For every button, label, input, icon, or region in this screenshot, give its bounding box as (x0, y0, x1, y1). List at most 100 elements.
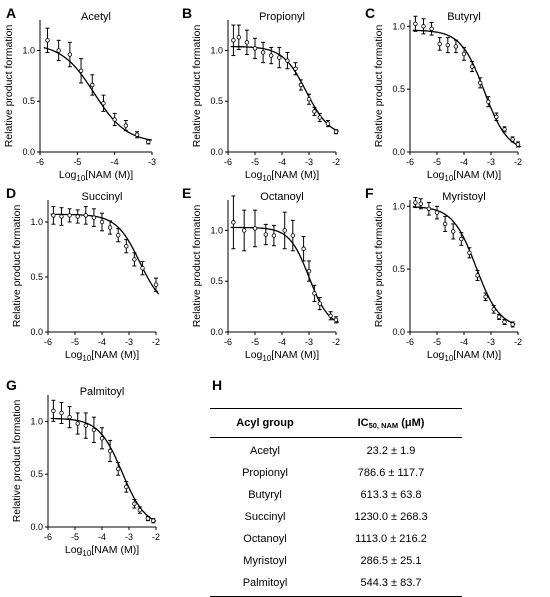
data-point (132, 257, 137, 262)
ic50-cell: 23.2 ± 1.9 (366, 445, 416, 457)
y-tick-label: 0.0 (30, 327, 43, 337)
x-tick-label: -6 (406, 337, 414, 347)
x-tick-label: -5 (73, 157, 81, 167)
table-row: Palmitoyl 544.3 ± 83.7 (210, 572, 462, 594)
data-point (413, 200, 418, 205)
data-point (515, 142, 521, 147)
panel-title: Palmitoyl (80, 386, 125, 398)
data-point (67, 414, 72, 420)
table-row: Acetyl 23.2 ± 1.9 (210, 440, 462, 462)
y-axis-label: Relative product formation (11, 400, 23, 523)
panel-title: Acetyl (81, 11, 111, 23)
data-point (59, 214, 64, 219)
y-tick-label: 0.5 (210, 96, 223, 106)
x-tick-label: -2 (332, 337, 340, 347)
acyl-cell: Butyryl (248, 489, 282, 501)
data-point (99, 436, 105, 441)
chart-panel-b: B Propionyl 0.0 0.5 1.0 -6 -5 -4 -3 -2 Log10[NAM (… (182, 5, 340, 183)
acyl-cell: Acetyl (250, 445, 280, 457)
y-tick-label: 0.5 (210, 276, 223, 286)
data-point (491, 307, 496, 312)
data-point (293, 66, 298, 71)
table-row: Myristoyl 286.5 ± 25.1 (210, 550, 462, 572)
data-point (277, 55, 282, 60)
table-row: Octanoyl 1113.0 ± 216.2 (210, 528, 462, 550)
panel-title: Butyryl (447, 11, 481, 23)
y-tick-label: 1.0 (210, 225, 223, 235)
x-tick-label: -2 (514, 337, 522, 347)
chart-panel-c: C Butyryl 0.0 0.5 1.0 -6 -5 -4 -3 -2 Log10[NAM (M)… (365, 5, 522, 183)
x-tick-label: -6 (44, 337, 52, 347)
panel-letter: A (6, 5, 16, 21)
data-point (461, 51, 467, 57)
data-point (244, 40, 250, 45)
x-tick-label: -6 (406, 157, 414, 167)
data-point (325, 121, 331, 126)
data-point (115, 232, 121, 238)
data-point (115, 466, 121, 472)
panel-letter: E (182, 185, 191, 201)
x-tick-label: -4 (98, 532, 106, 542)
ic50-cell: 544.3 ± 83.7 (360, 577, 422, 589)
chart-panel-f: F Myristoyl 0.0 0.5 1.0 -6 -5 -4 -3 -2 Log10[NAM (… (365, 185, 522, 363)
data-point (478, 80, 483, 86)
y-tick-label: 0.0 (22, 147, 35, 157)
data-point (91, 215, 97, 220)
x-tick-label: -4 (460, 157, 468, 167)
data-point (333, 129, 339, 134)
x-axis-label: Log10[NAM (M)] (427, 349, 501, 363)
data-point (429, 26, 434, 31)
ic50-cell: 286.5 ± 25.1 (360, 555, 422, 567)
x-tick-label: -2 (514, 157, 522, 167)
data-point (260, 50, 266, 55)
acyl-cell: Octanoyl (243, 533, 287, 545)
x-tick-label: -4 (98, 337, 106, 347)
panel-letter: C (365, 5, 375, 21)
panel-letter: G (6, 377, 17, 393)
y-tick-label: 1.0 (392, 21, 405, 31)
acyl-cell: Propionyl (242, 467, 288, 479)
data-point (83, 213, 88, 218)
data-point (328, 313, 333, 318)
x-tick-label: -2 (152, 337, 160, 347)
table-header: Acyl group IC50, NAM (μM) (210, 408, 462, 438)
data-point (107, 448, 113, 454)
data-point (67, 213, 72, 218)
chart-panel-a: A Acetyl 0.0 0.5 1.0 -6 -5 -4 -3 Log10[NAM (M)] Re… (3, 5, 156, 183)
data-point (426, 206, 432, 211)
y-tick-label: 0.5 (392, 264, 405, 274)
data-point (231, 38, 236, 43)
x-tick-label: -4 (111, 157, 119, 167)
y-tick-label: 0.0 (210, 327, 223, 337)
data-point (413, 21, 418, 26)
x-axis-label: Log10[NAM (M)] (65, 544, 139, 558)
data-point (90, 82, 95, 88)
y-tick-label: 0.0 (392, 147, 405, 157)
y-tick-label: 0.0 (210, 147, 223, 157)
data-point (451, 229, 456, 234)
panel-letter: B (182, 5, 192, 21)
data-point (75, 214, 80, 219)
figure: A Acetyl 0.0 0.5 1.0 -6 -5 -4 -3 Log10[NAM (M)] Re… (3, 5, 522, 558)
data-point (282, 228, 287, 233)
x-tick-label: -6 (36, 157, 44, 167)
data-point (418, 201, 423, 206)
data-point (306, 96, 312, 102)
fit-curve (412, 29, 521, 148)
fit-curve (412, 206, 516, 325)
y-axis-label: Relative product formation (373, 205, 385, 328)
y-axis-label: Relative product formation (11, 205, 23, 328)
data-point (241, 228, 247, 233)
y-tick-label: 0.5 (392, 84, 405, 94)
ic50-cell: 786.6 ± 117.7 (357, 467, 425, 479)
x-tick-label: -6 (44, 532, 52, 542)
data-point (290, 233, 295, 238)
data-point (112, 117, 117, 122)
data-point (502, 127, 507, 132)
data-point (467, 250, 472, 255)
data-point (459, 236, 464, 242)
data-point (51, 408, 56, 414)
data-point (486, 99, 491, 104)
header-ic50: IC50, NAM (μM) (357, 416, 425, 430)
ic50-table: Acyl group IC50, NAM (μM) Acetyl 23.2 ± 1… (210, 408, 462, 597)
